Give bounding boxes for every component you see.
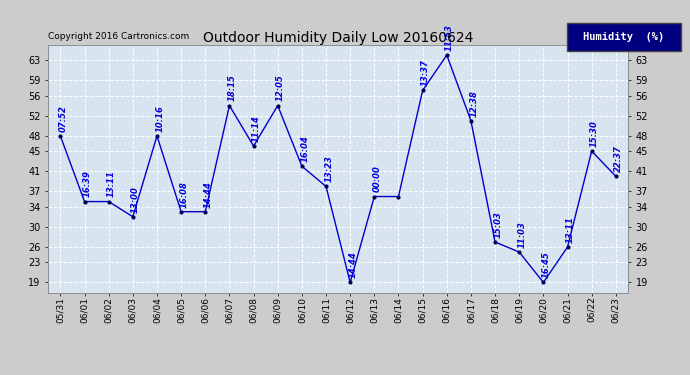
Text: Copyright 2016 Cartronics.com: Copyright 2016 Cartronics.com (48, 32, 190, 41)
Text: 16:08: 16:08 (179, 181, 188, 207)
Text: 12:05: 12:05 (276, 75, 285, 102)
Text: 11:53: 11:53 (445, 24, 454, 51)
Text: 10:16: 10:16 (155, 105, 164, 132)
Text: 13:00: 13:00 (131, 186, 140, 213)
Text: 16:45: 16:45 (542, 251, 551, 278)
Text: 11:03: 11:03 (518, 221, 526, 248)
Text: 13:37: 13:37 (421, 59, 430, 86)
Text: 11:14: 11:14 (252, 115, 261, 142)
Text: 00:00: 00:00 (373, 165, 382, 192)
Title: Outdoor Humidity Daily Low 20160624: Outdoor Humidity Daily Low 20160624 (203, 31, 473, 45)
Text: 15:03: 15:03 (493, 211, 502, 238)
Text: 16:39: 16:39 (83, 171, 92, 197)
Text: 12:38: 12:38 (469, 90, 478, 117)
Text: Humidity  (%): Humidity (%) (584, 32, 664, 42)
Text: 18:15: 18:15 (228, 75, 237, 102)
Text: 22:37: 22:37 (614, 145, 623, 172)
Text: 16:04: 16:04 (300, 135, 309, 162)
Text: 14:44: 14:44 (204, 181, 213, 207)
Text: 15:30: 15:30 (590, 120, 599, 147)
Text: 13:11: 13:11 (107, 171, 116, 197)
Text: 13:11: 13:11 (566, 216, 575, 243)
Text: 14:44: 14:44 (348, 251, 357, 278)
Text: 07:52: 07:52 (59, 105, 68, 132)
Text: 13:23: 13:23 (324, 155, 333, 182)
